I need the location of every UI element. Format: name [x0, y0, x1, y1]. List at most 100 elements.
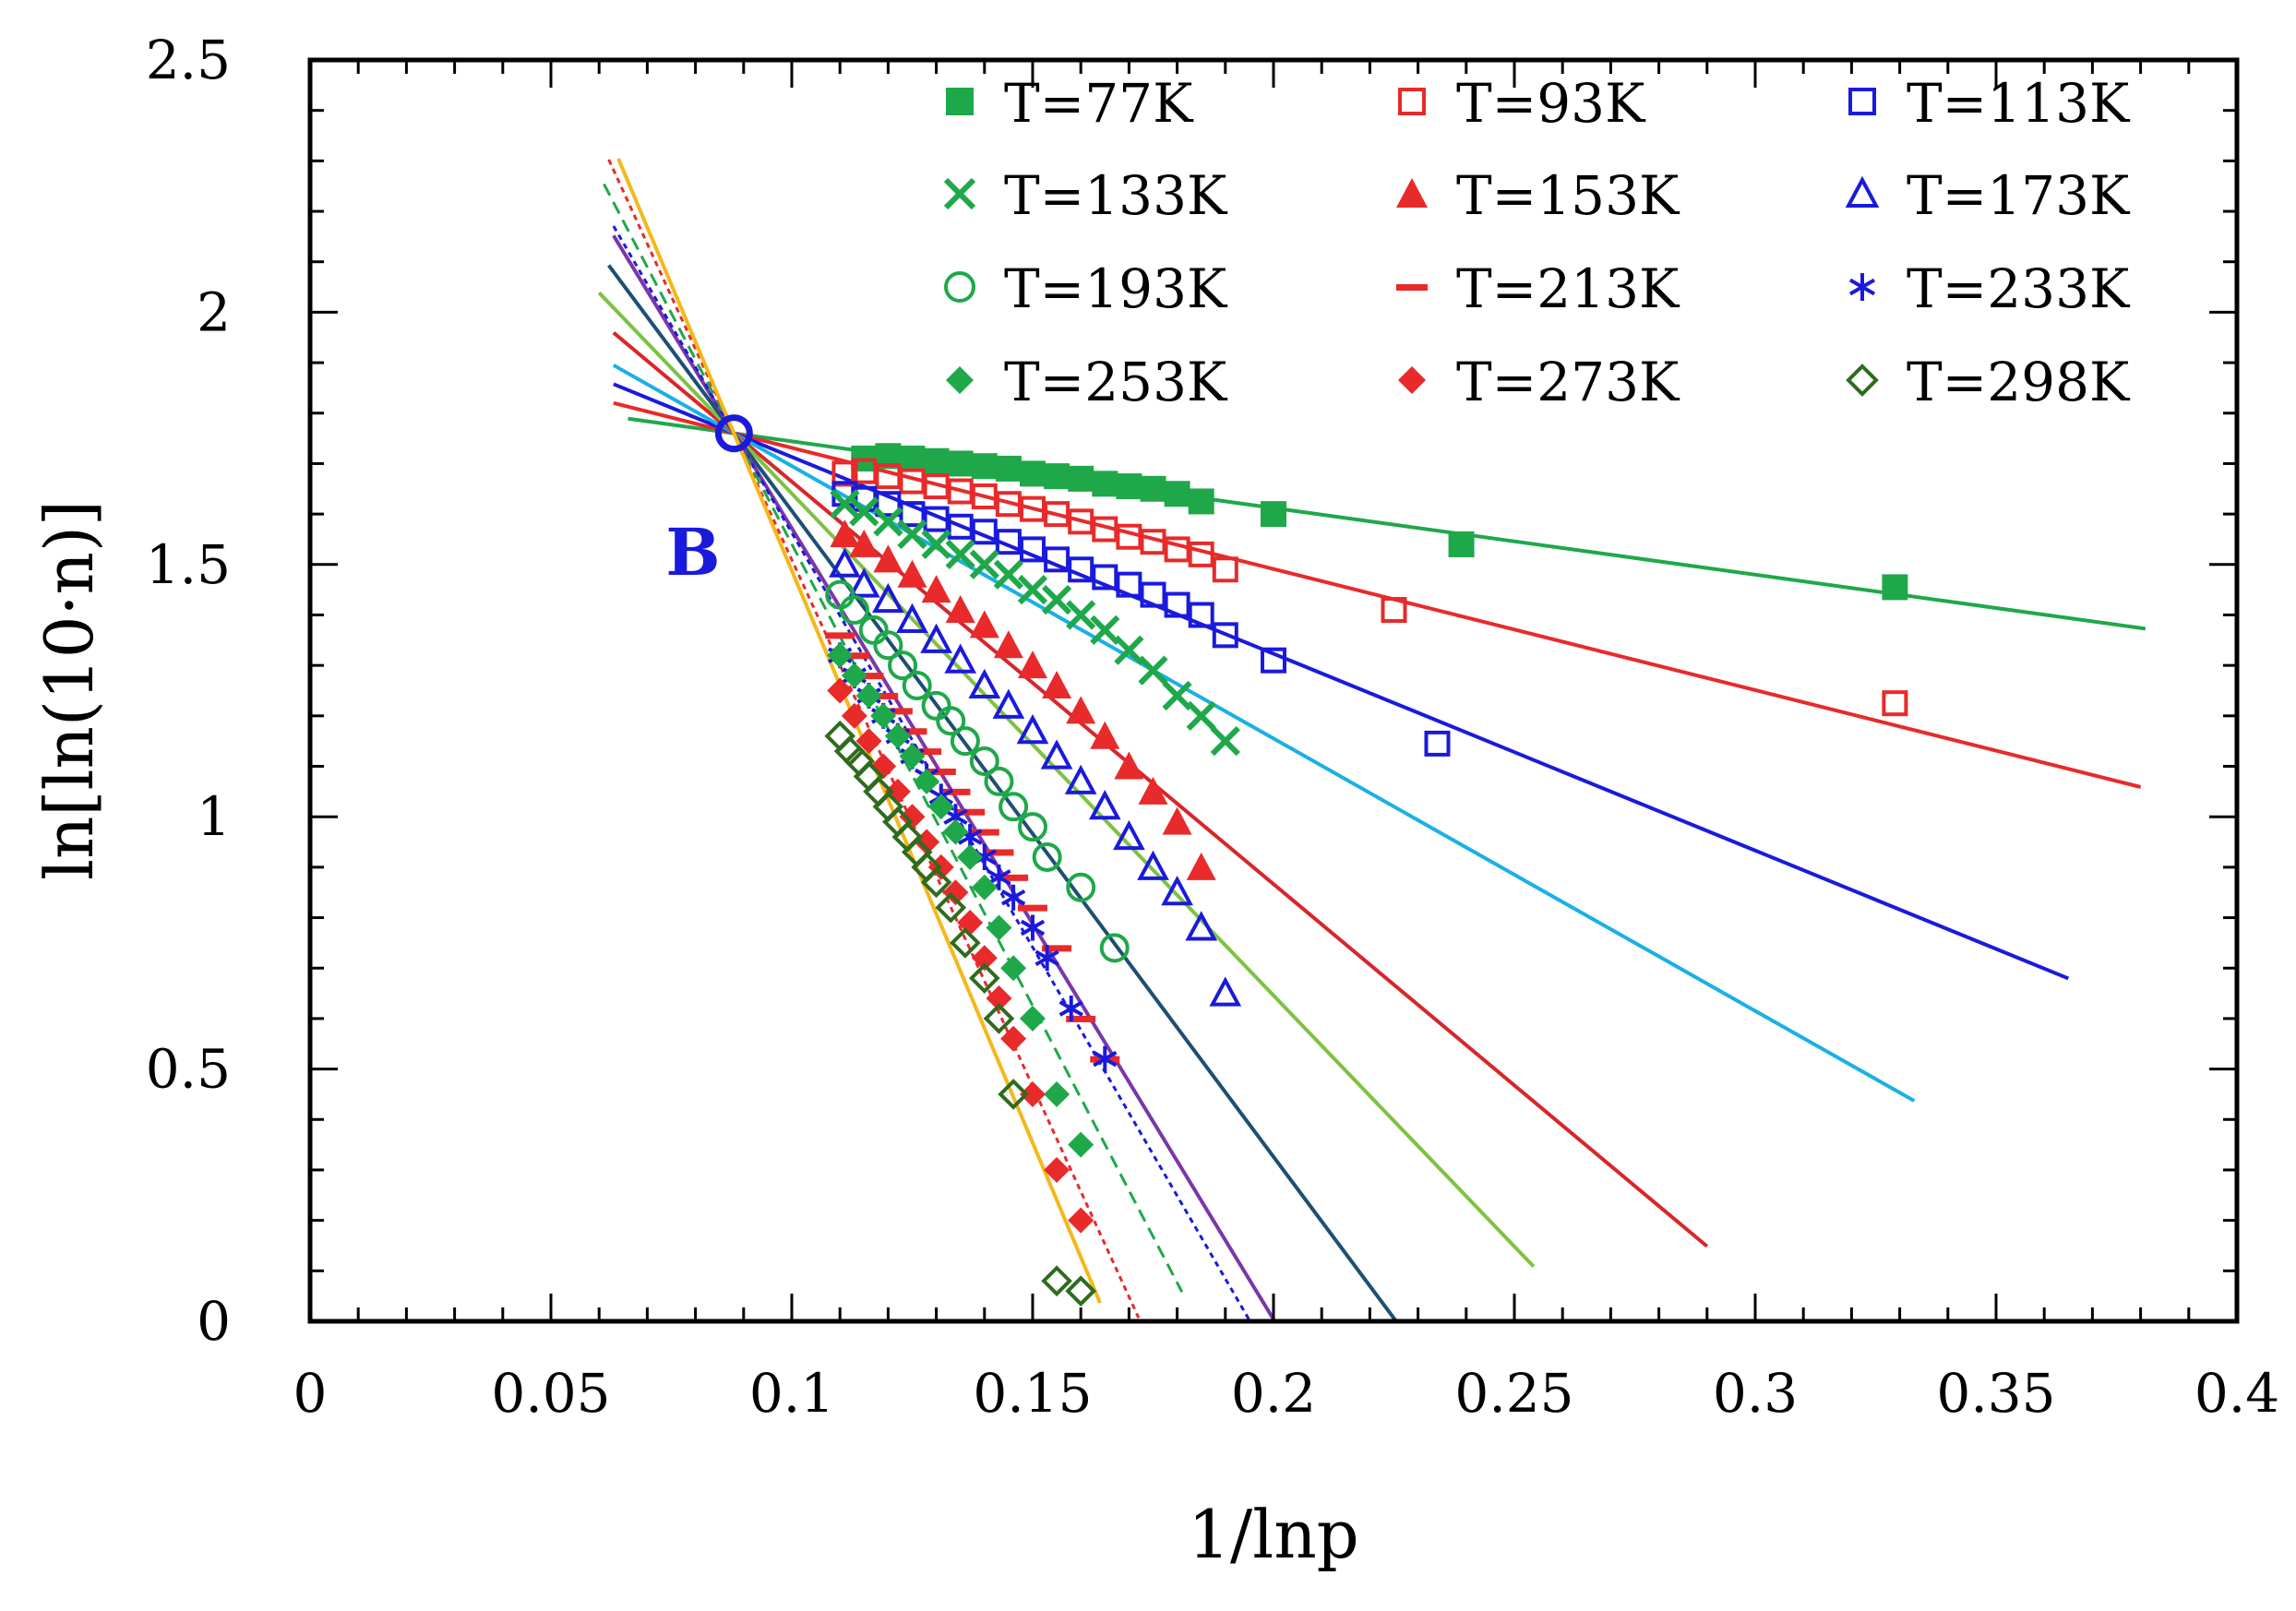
marker: [1044, 1080, 1070, 1107]
x-tick-label: 0: [293, 1362, 328, 1425]
marker: [1210, 726, 1240, 757]
marker: [888, 650, 918, 681]
marker: [873, 630, 903, 661]
series-T=253K: [827, 642, 1094, 1158]
marker: [1000, 1025, 1027, 1052]
marker: [969, 746, 999, 777]
marker: [1092, 471, 1118, 497]
marker: [1848, 88, 1876, 115]
marker: [1882, 574, 1908, 601]
marker: [897, 728, 927, 735]
marker: [984, 766, 1014, 796]
marker: [1162, 680, 1192, 711]
marker: [1068, 508, 1094, 535]
marker: [1209, 976, 1242, 1007]
y-tick-label: 2: [197, 280, 231, 343]
series-T=298K: [824, 720, 1097, 1307]
marker: [849, 529, 879, 557]
marker: [1020, 1005, 1046, 1032]
marker: [984, 849, 1014, 856]
marker: [923, 448, 950, 474]
marker: [1188, 541, 1214, 567]
marker: [943, 177, 976, 210]
marker: [1138, 655, 1168, 686]
marker: [971, 519, 998, 545]
marker: [999, 874, 1029, 881]
marker: [1448, 531, 1475, 557]
marker: [1882, 690, 1908, 717]
legend-entry: T=113K: [1848, 72, 2131, 135]
marker: [897, 519, 927, 550]
marker: [1116, 473, 1142, 500]
marker: [1018, 904, 1047, 912]
legend-entry: T=193K: [944, 257, 1228, 320]
legend-label: T=77K: [1004, 72, 1194, 135]
marker: [1040, 739, 1073, 770]
marker: [1845, 175, 1880, 208]
marker: [1116, 523, 1142, 550]
marker: [873, 544, 903, 573]
legend-label: T=133K: [1004, 164, 1228, 227]
fit-line: [612, 331, 1709, 1248]
marker: [1020, 460, 1046, 487]
marker: [827, 642, 854, 669]
legend-entry: T=213K: [1396, 257, 1680, 320]
marker: [830, 489, 860, 519]
marker: [1396, 284, 1428, 291]
marker: [1066, 600, 1096, 630]
marker: [1398, 88, 1426, 115]
marker: [969, 549, 999, 579]
marker: [993, 559, 1024, 590]
legend-label: T=153K: [1456, 164, 1680, 227]
marker: [1398, 366, 1426, 394]
marker: [849, 496, 879, 527]
marker: [875, 463, 902, 490]
marker: [920, 623, 952, 653]
x-tick-label: 0.05: [491, 1362, 610, 1425]
marker: [1140, 529, 1166, 555]
marker: [1088, 790, 1121, 820]
fit-line: [612, 225, 1252, 1321]
marker: [1032, 841, 1062, 872]
marker: [1162, 806, 1192, 835]
marker: [899, 468, 926, 495]
marker: [1140, 475, 1166, 502]
legend-label: T=253K: [1004, 351, 1228, 413]
marker: [1396, 178, 1428, 208]
axis-ticks: [308, 58, 2239, 1323]
legend-label: T=93K: [1456, 72, 1646, 135]
marker: [1090, 721, 1120, 749]
marker: [847, 567, 880, 598]
marker: [870, 702, 897, 729]
marker: [1381, 597, 1407, 624]
marker: [1041, 584, 1072, 615]
marker: [1068, 556, 1094, 583]
legend: T=77K T=93K T=113K T=133K T=153K T=173K T=193K…: [943, 72, 2131, 413]
marker: [992, 688, 1025, 719]
marker: [969, 610, 999, 638]
marker: [923, 473, 950, 500]
marker: [945, 539, 975, 569]
x-tick-label: 0.25: [1454, 1362, 1573, 1425]
marker: [1164, 481, 1190, 507]
fit-line: [597, 291, 1536, 1269]
marker: [950, 726, 980, 757]
marker: [831, 460, 858, 487]
series-T=133K: [830, 489, 1240, 757]
marker: [993, 630, 1023, 659]
marker: [1044, 546, 1070, 573]
x-tick-label: 0.2: [1231, 1362, 1316, 1425]
legend-label: T=273K: [1456, 351, 1680, 413]
marker: [957, 843, 984, 870]
marker: [824, 720, 856, 752]
marker: [1114, 751, 1144, 780]
marker: [875, 491, 902, 518]
marker: [942, 818, 969, 845]
marker: [855, 728, 882, 755]
marker: [1188, 602, 1214, 628]
marker: [1044, 463, 1070, 490]
marker: [1018, 812, 1047, 842]
marker: [971, 874, 998, 901]
marker: [945, 595, 975, 624]
y-axis-title: ln[ln(10·n)]: [30, 500, 108, 880]
